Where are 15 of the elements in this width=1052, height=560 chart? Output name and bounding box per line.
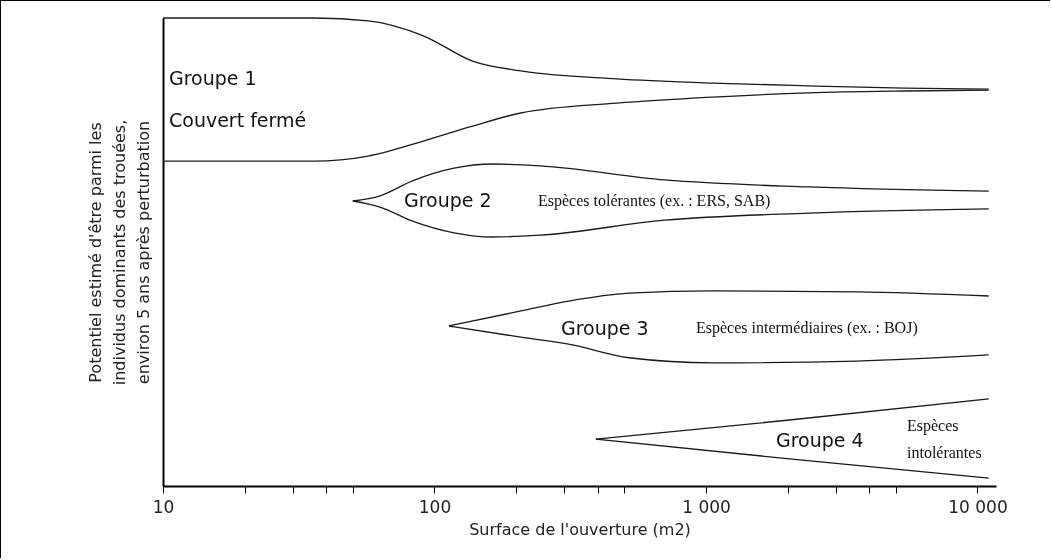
- x-tick-label: 100: [418, 496, 452, 517]
- y-axis-title: Potentiel estimé d'être parmi les individus dominants des trouées, environ 5 ans après perturbation: [85, 119, 153, 386]
- annotation: Espèces intermédiaires (ex. : BOJ): [696, 319, 918, 337]
- annotation: Groupe 3: [561, 317, 649, 339]
- x-tick-label: 1 000: [682, 496, 731, 517]
- annotation: Groupe 1: [169, 67, 257, 89]
- x-tick-label: 10: [152, 496, 175, 517]
- x-tick-label: 10 000: [948, 496, 1008, 517]
- annotation: Couvert fermé: [169, 109, 307, 131]
- annotation: Groupe 4: [776, 429, 864, 451]
- annotation: Groupe 2: [404, 189, 492, 211]
- x-axis-title: Surface de l'ouverture (m2): [469, 519, 691, 539]
- annotation: Espèces tolérantes (ex. : ERS, SAB): [538, 192, 771, 210]
- annotation: Espèces: [907, 417, 959, 435]
- annotation: intolérantes: [907, 444, 982, 461]
